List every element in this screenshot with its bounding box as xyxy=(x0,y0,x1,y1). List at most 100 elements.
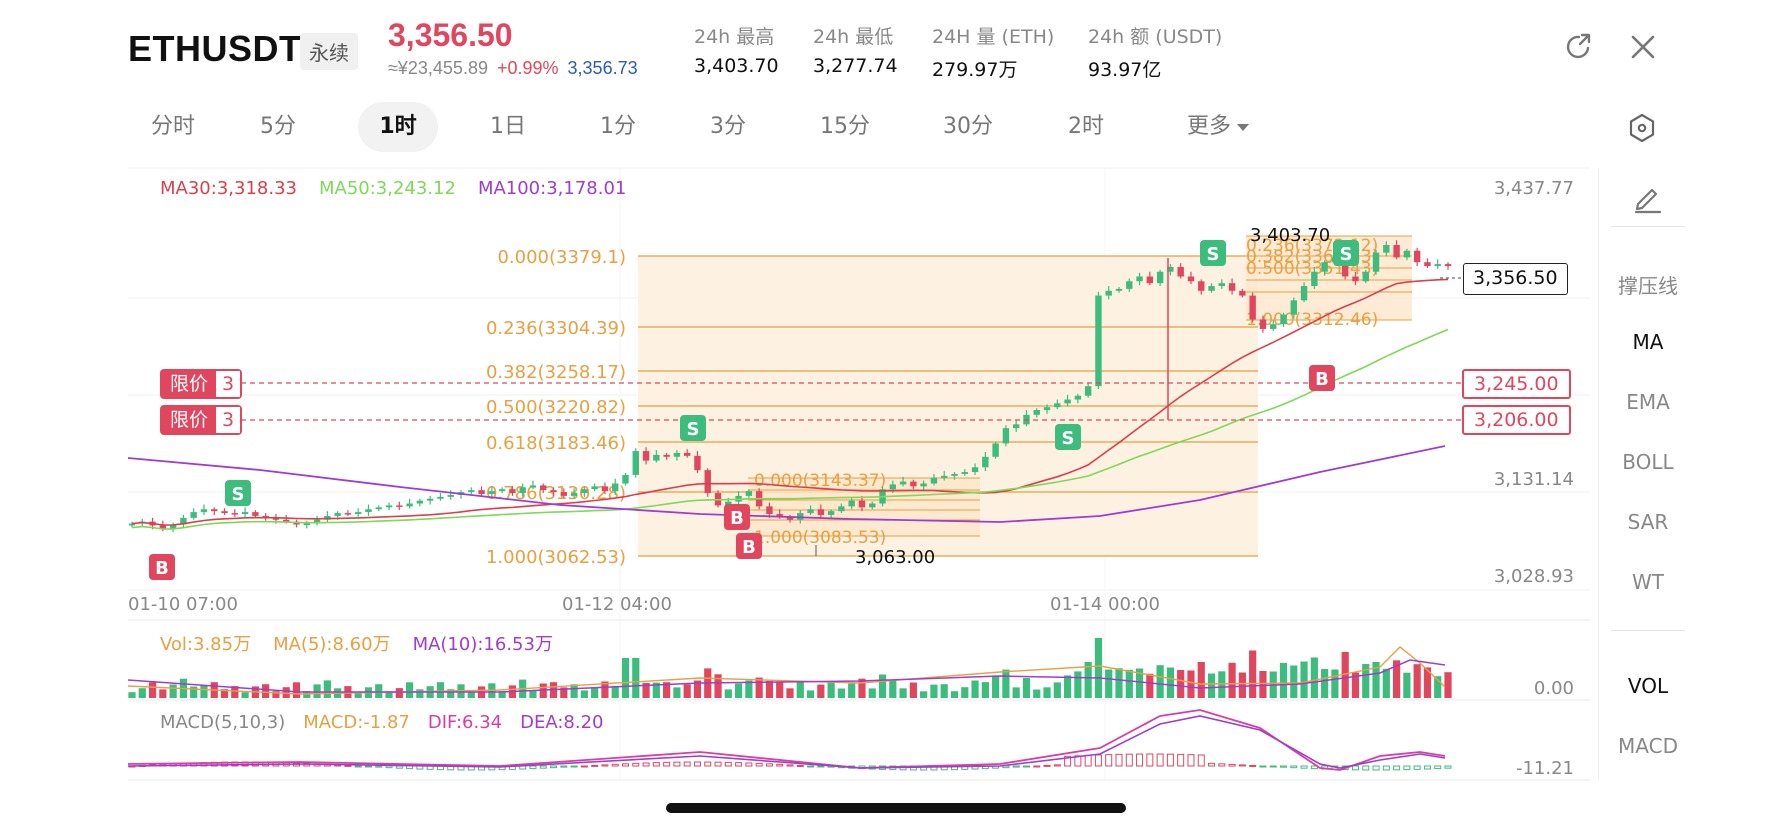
volume-bar xyxy=(632,658,640,698)
candle-body xyxy=(971,467,979,473)
candle xyxy=(560,488,568,498)
tab-interval-5m[interactable]: 5分 xyxy=(260,114,296,139)
candle xyxy=(961,469,968,476)
indicator-wt[interactable]: WT xyxy=(1632,570,1664,594)
candle xyxy=(262,513,269,521)
symbol-title[interactable]: ETHUSDT xyxy=(128,28,302,69)
tab-interval-1d[interactable]: 1日 xyxy=(490,114,526,139)
macd-histogram-bar xyxy=(1156,753,1164,767)
macd-histogram-bar xyxy=(1310,765,1318,770)
volume-bar xyxy=(1362,664,1370,698)
order-price-tag[interactable]: 3,206.00 xyxy=(1462,405,1571,435)
tab-interval-30m[interactable]: 30分 xyxy=(943,114,993,139)
candle xyxy=(1115,286,1123,293)
limit-order-tag[interactable]: 限价 3 xyxy=(160,405,243,435)
volume-bar xyxy=(1166,667,1175,698)
candle-body xyxy=(1177,266,1184,277)
volume-ma10-line xyxy=(127,659,1446,693)
candle-body xyxy=(406,503,413,507)
macd-histogram-bar xyxy=(560,765,568,768)
volume-bar xyxy=(693,680,702,698)
macd-histogram-bar xyxy=(1208,762,1216,767)
candle xyxy=(1434,259,1441,269)
candle-body xyxy=(889,484,897,490)
volume-bar xyxy=(282,687,290,698)
x-axis-label: 01-12 04:00 xyxy=(562,594,672,615)
macd-histogram-bar xyxy=(550,765,558,769)
candle-body xyxy=(1393,245,1400,258)
pencil-icon[interactable] xyxy=(1632,182,1664,214)
indicator-ema[interactable]: EMA xyxy=(1626,390,1670,414)
volume-bar xyxy=(652,682,660,698)
volume-bar xyxy=(1300,661,1308,698)
tab-interval-time[interactable]: 分时 xyxy=(150,114,195,139)
candle xyxy=(324,511,331,523)
candle xyxy=(519,483,526,497)
tab-interval-1h[interactable]: 1时 xyxy=(358,102,438,152)
macd-title: MACD(5,10,3) xyxy=(160,712,286,733)
tab-interval-15m[interactable]: 15分 xyxy=(820,114,870,139)
candle xyxy=(509,486,516,496)
indicator-vol[interactable]: VOL xyxy=(1627,674,1669,698)
candle xyxy=(313,515,321,526)
volume-bar xyxy=(323,680,331,698)
volume-bar xyxy=(734,683,743,698)
candle xyxy=(1198,279,1205,295)
macd-histogram-bar xyxy=(796,764,804,767)
candle-body xyxy=(1064,399,1071,404)
candle-body xyxy=(776,514,783,517)
indicator-boll[interactable]: BOLL xyxy=(1622,450,1674,474)
candle-body xyxy=(1218,283,1226,287)
candle-body xyxy=(180,517,187,525)
volume-bar xyxy=(909,682,917,698)
volume-bar xyxy=(169,684,177,698)
macd-histogram-bar xyxy=(1105,754,1113,767)
stat-label: 24h 额 (USDT) xyxy=(1088,26,1223,48)
volume-bar xyxy=(755,677,763,698)
candle xyxy=(1177,263,1184,279)
marker-letter: B xyxy=(155,558,169,579)
hexagon-settings-icon[interactable] xyxy=(1628,113,1656,143)
tab-interval-more[interactable]: 更多 xyxy=(1163,102,1273,152)
volume-bar xyxy=(1238,672,1246,698)
tab-interval-1m[interactable]: 1分 xyxy=(600,114,636,139)
macd-histogram-bar xyxy=(1115,753,1123,767)
tab-interval-2h[interactable]: 2时 xyxy=(1068,114,1104,139)
candle xyxy=(1403,248,1411,261)
indicator-macd[interactable]: MACD xyxy=(1618,734,1678,758)
refresh-icon[interactable] xyxy=(1562,30,1596,64)
stat-value: 3,403.70 xyxy=(694,55,779,77)
macd-histogram-bar xyxy=(1259,765,1267,768)
candle xyxy=(1239,288,1246,298)
candle-body xyxy=(1002,428,1010,444)
candle xyxy=(200,504,208,515)
volume-bar xyxy=(1074,671,1082,698)
tab-interval-3m[interactable]: 3分 xyxy=(710,114,746,139)
candle xyxy=(683,449,691,458)
candle-body xyxy=(1187,276,1195,282)
candle xyxy=(1300,282,1308,303)
macd-histogram-bar xyxy=(622,763,629,767)
macd-histogram-bar xyxy=(1351,765,1359,771)
volume-legend: Vol:3.85万 MA(5):8.60万 MA(10):16.53万 xyxy=(160,630,575,656)
order-price-tag[interactable]: 3,245.00 xyxy=(1462,369,1571,399)
candle-body xyxy=(786,516,794,520)
indicator-support-resistance[interactable]: 撑压线 xyxy=(1618,274,1678,298)
close-icon[interactable] xyxy=(1626,30,1660,64)
macd-histogram-bar xyxy=(375,765,383,768)
limit-order-tag[interactable]: 限价 3 xyxy=(160,369,243,399)
vol-ma5-legend: MA(5):8.60万 xyxy=(273,634,391,655)
candle-body xyxy=(1270,324,1277,329)
indicator-ma[interactable]: MA xyxy=(1632,330,1664,354)
stat-value: 3,277.74 xyxy=(813,55,898,77)
candle-body xyxy=(241,512,249,515)
volume-bar xyxy=(950,691,959,698)
macd-histogram-bar xyxy=(1249,764,1257,767)
volume-bar xyxy=(272,691,280,698)
candle xyxy=(1290,297,1297,319)
macd-histogram-bar xyxy=(1300,765,1308,769)
volume-bar xyxy=(128,692,136,698)
indicator-sar[interactable]: SAR xyxy=(1627,510,1669,534)
